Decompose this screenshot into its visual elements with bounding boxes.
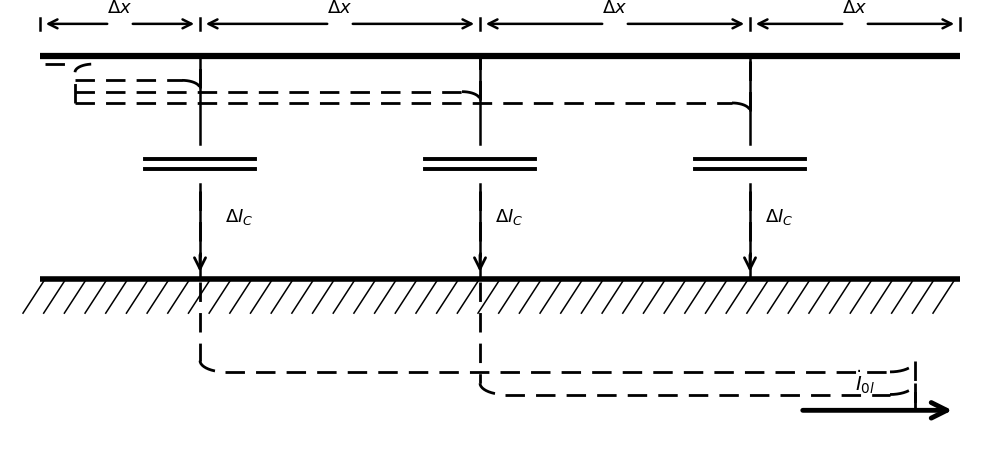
Text: $\Delta x$: $\Delta x$ (327, 0, 353, 17)
Text: $\Delta I_C$: $\Delta I_C$ (225, 207, 253, 226)
Text: $\Delta x$: $\Delta x$ (107, 0, 133, 17)
Text: $\Delta x$: $\Delta x$ (602, 0, 628, 17)
Text: $\Delta I_C$: $\Delta I_C$ (495, 207, 523, 226)
Text: $\Delta x$: $\Delta x$ (842, 0, 868, 17)
Text: $\Delta I_C$: $\Delta I_C$ (765, 207, 793, 226)
Text: $\dot{I}_{0l}$: $\dot{I}_{0l}$ (855, 367, 875, 395)
